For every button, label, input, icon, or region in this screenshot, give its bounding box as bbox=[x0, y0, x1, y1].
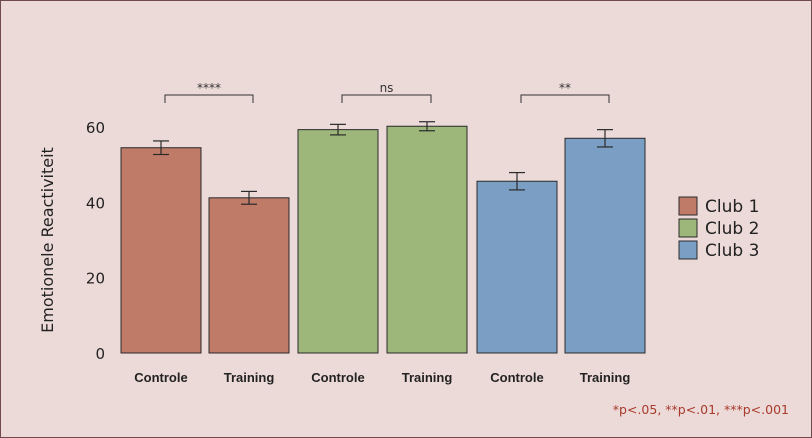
x-tick-label: Training bbox=[402, 370, 453, 385]
y-tick-label: 20 bbox=[86, 270, 105, 288]
y-tick-label: 60 bbox=[86, 119, 105, 137]
legend-label: Club 3 bbox=[705, 241, 759, 261]
legend-label: Club 1 bbox=[705, 197, 759, 217]
x-tick-label: Controle bbox=[490, 370, 543, 385]
bar bbox=[476, 180, 558, 354]
significance-label: ns bbox=[380, 81, 394, 95]
y-tick-label: 40 bbox=[86, 194, 105, 212]
significance-bracket bbox=[341, 94, 432, 103]
significance-bracket bbox=[520, 94, 610, 103]
legend-swatch bbox=[678, 240, 698, 260]
x-tick-label: Training bbox=[224, 370, 275, 385]
significance-brackets: **** ns ** bbox=[164, 81, 610, 103]
significance-label: **** bbox=[197, 81, 221, 95]
bar bbox=[208, 197, 290, 354]
legend-swatch bbox=[678, 196, 698, 216]
significance-footnote: *p<.05, **p<.01, ***p<.001 bbox=[612, 402, 789, 417]
y-tick-label: 0 bbox=[95, 345, 105, 363]
axes: 0 20 40 60 Emotionele Reactiviteit bbox=[38, 119, 105, 363]
x-tick-label: Controle bbox=[311, 370, 364, 385]
y-axis-label: Emotionele Reactiviteit bbox=[38, 147, 57, 333]
x-tick-label: Training bbox=[580, 370, 631, 385]
bar bbox=[120, 147, 202, 354]
x-tick-label: Controle bbox=[134, 370, 187, 385]
legend-swatch bbox=[678, 218, 698, 238]
bar bbox=[386, 125, 468, 354]
bar bbox=[564, 137, 646, 354]
significance-bracket bbox=[164, 94, 254, 103]
significance-label: ** bbox=[559, 81, 571, 95]
bars: Controle Training Controle Training Controle… bbox=[120, 121, 646, 385]
legend-label: Club 2 bbox=[705, 219, 759, 239]
bar bbox=[297, 129, 379, 354]
